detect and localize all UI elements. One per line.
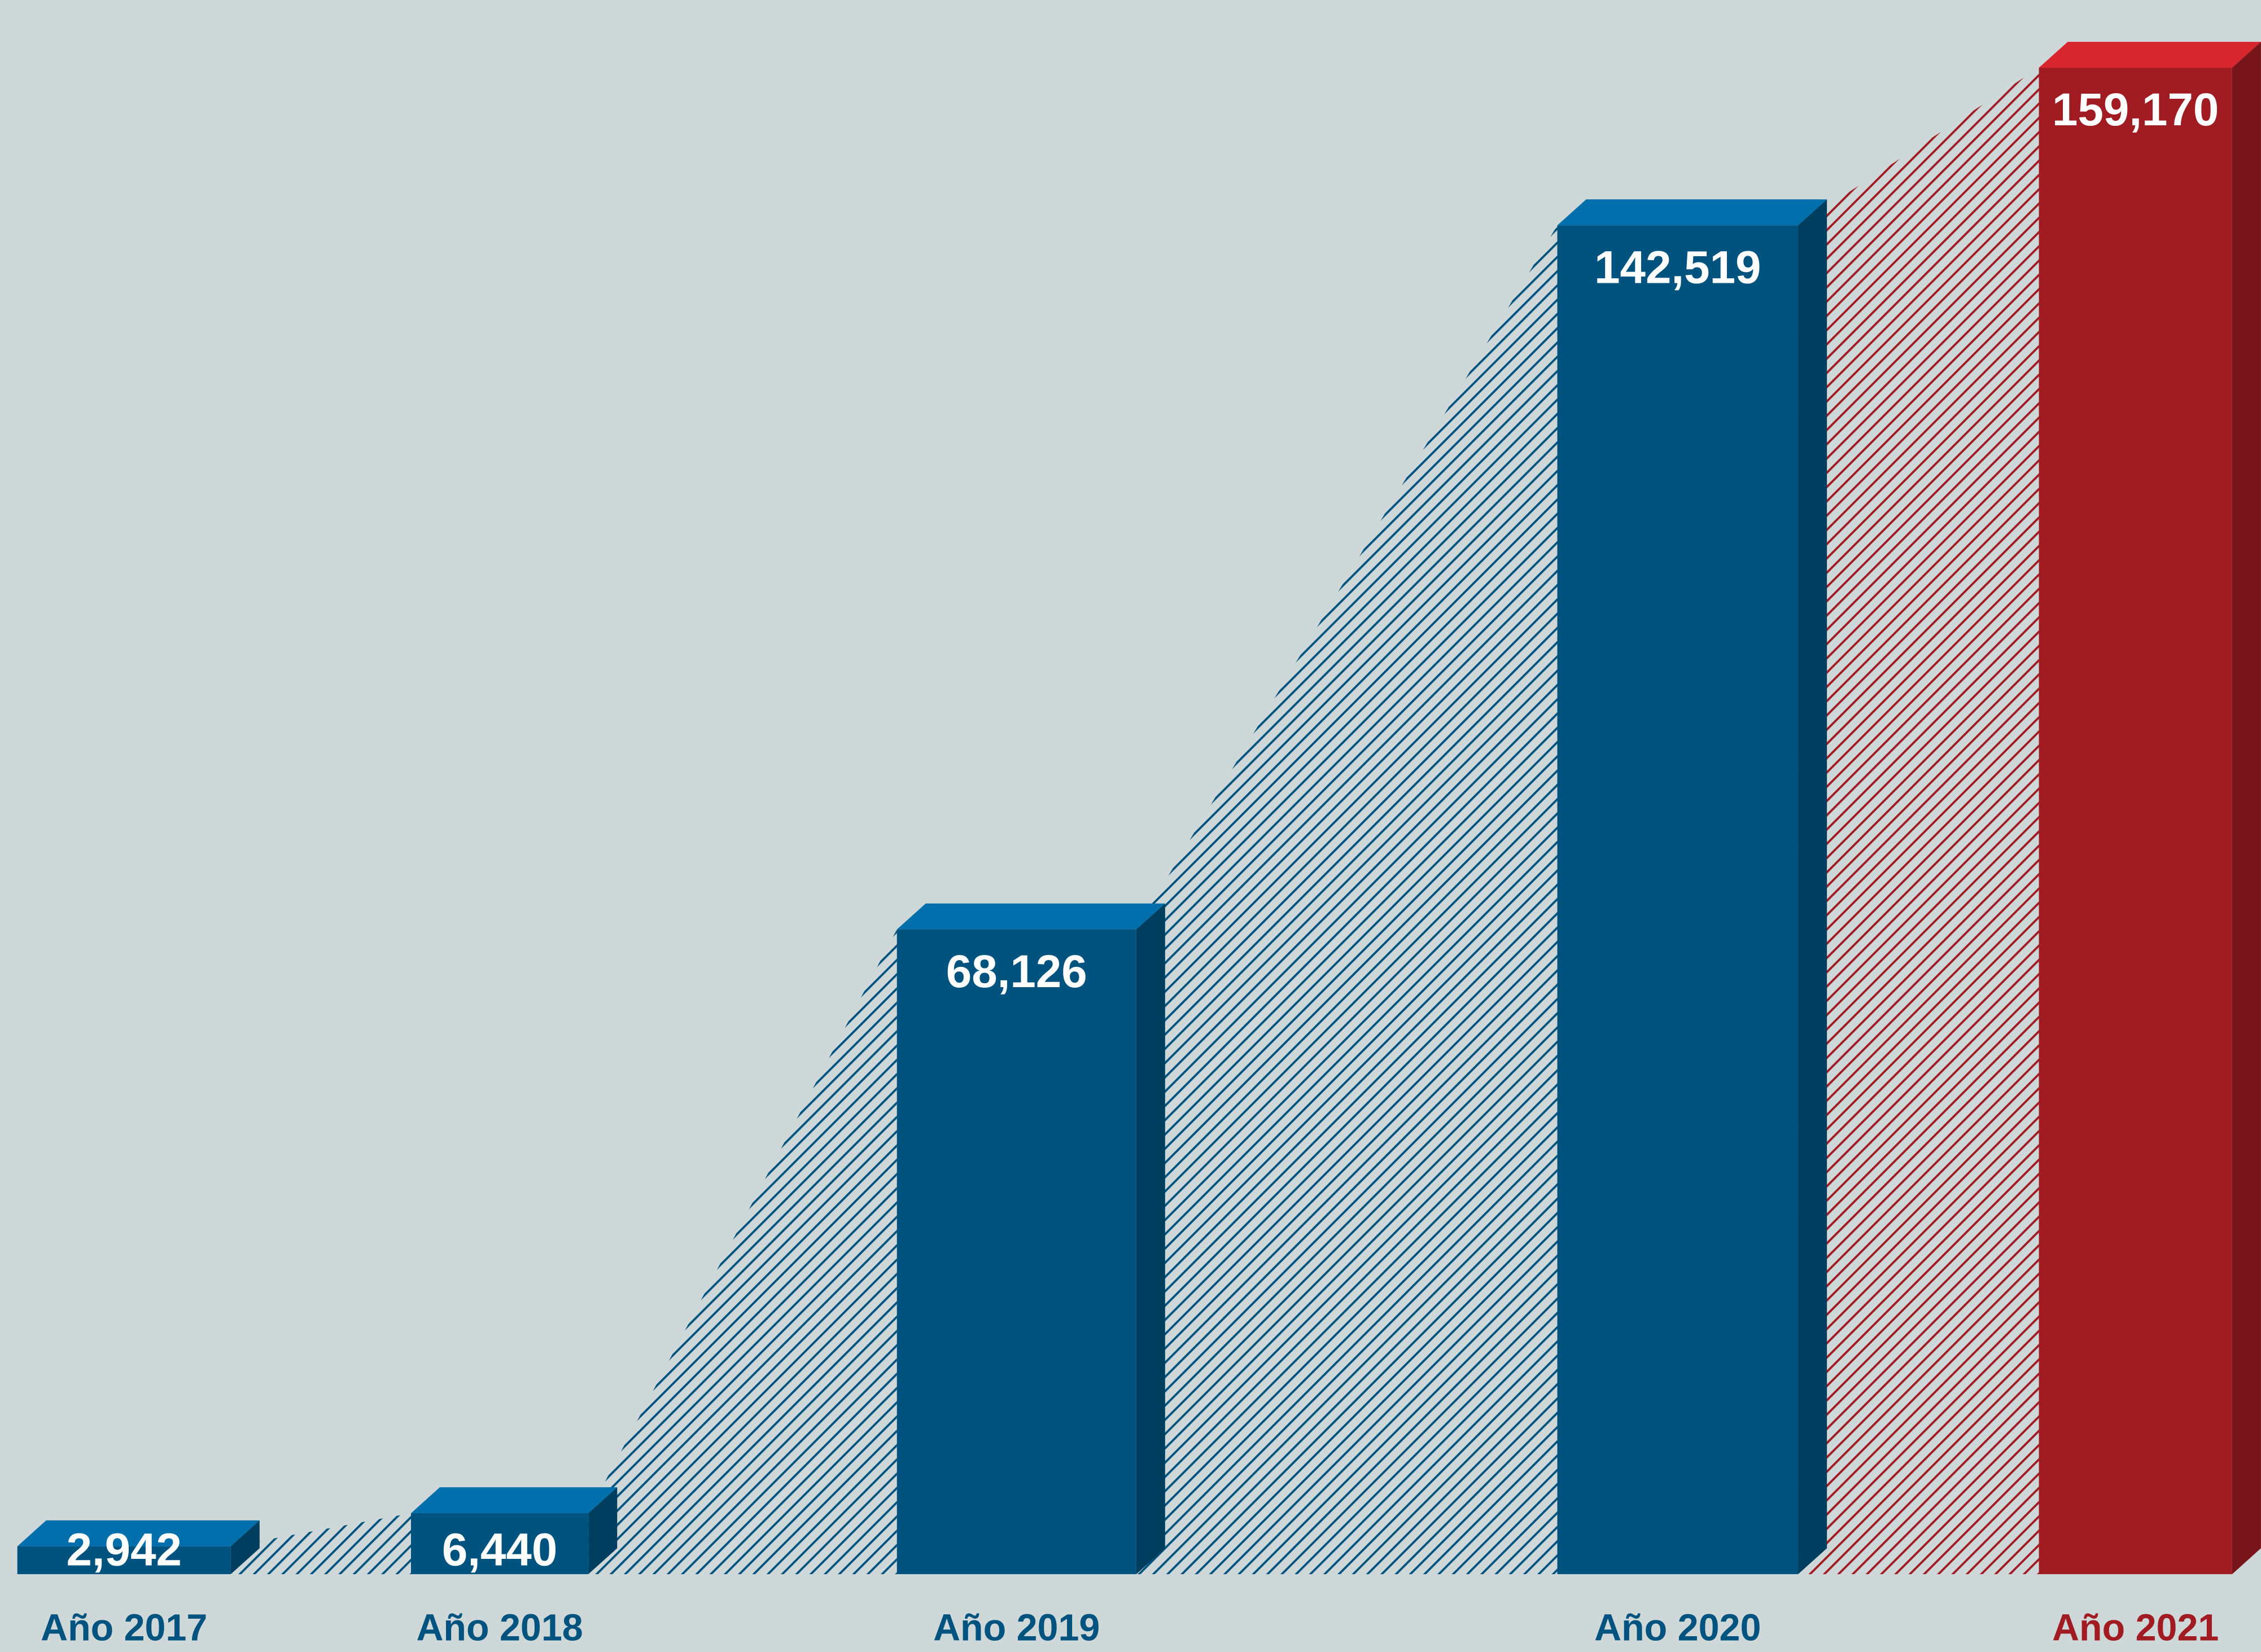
value-label: 68,126 (946, 946, 1087, 997)
value-label: 159,170 (2052, 84, 2219, 135)
value-label: 6,440 (442, 1524, 558, 1576)
bar-side (1136, 903, 1165, 1575)
bar (2039, 68, 2232, 1575)
x-tick-label: Año 2020 (1594, 1607, 1761, 1649)
connector (588, 929, 897, 1575)
bar (1557, 225, 1799, 1575)
bar-side (2232, 42, 2261, 1575)
value-label: 142,519 (1594, 242, 1761, 293)
bar (896, 929, 1136, 1575)
x-tick-label: Año 2017 (41, 1607, 207, 1649)
connector (1136, 225, 1558, 1575)
bar-top (17, 1520, 260, 1546)
x-tick-label: Año 2018 (416, 1607, 583, 1649)
bar-top (411, 1487, 618, 1514)
bar-top (2039, 42, 2261, 68)
value-label: 2,942 (66, 1524, 182, 1576)
connector (230, 1513, 412, 1575)
x-tick-label: Año 2021 (2052, 1607, 2219, 1649)
bar-side (588, 1487, 618, 1575)
bar-side (1798, 199, 1827, 1575)
connector (1798, 68, 2039, 1575)
bar-side (230, 1520, 260, 1575)
bar (17, 1546, 231, 1575)
bar-top (896, 903, 1165, 930)
x-tick-label: Año 2019 (933, 1607, 1100, 1649)
bar (411, 1513, 589, 1575)
bar-top (1557, 199, 1827, 226)
